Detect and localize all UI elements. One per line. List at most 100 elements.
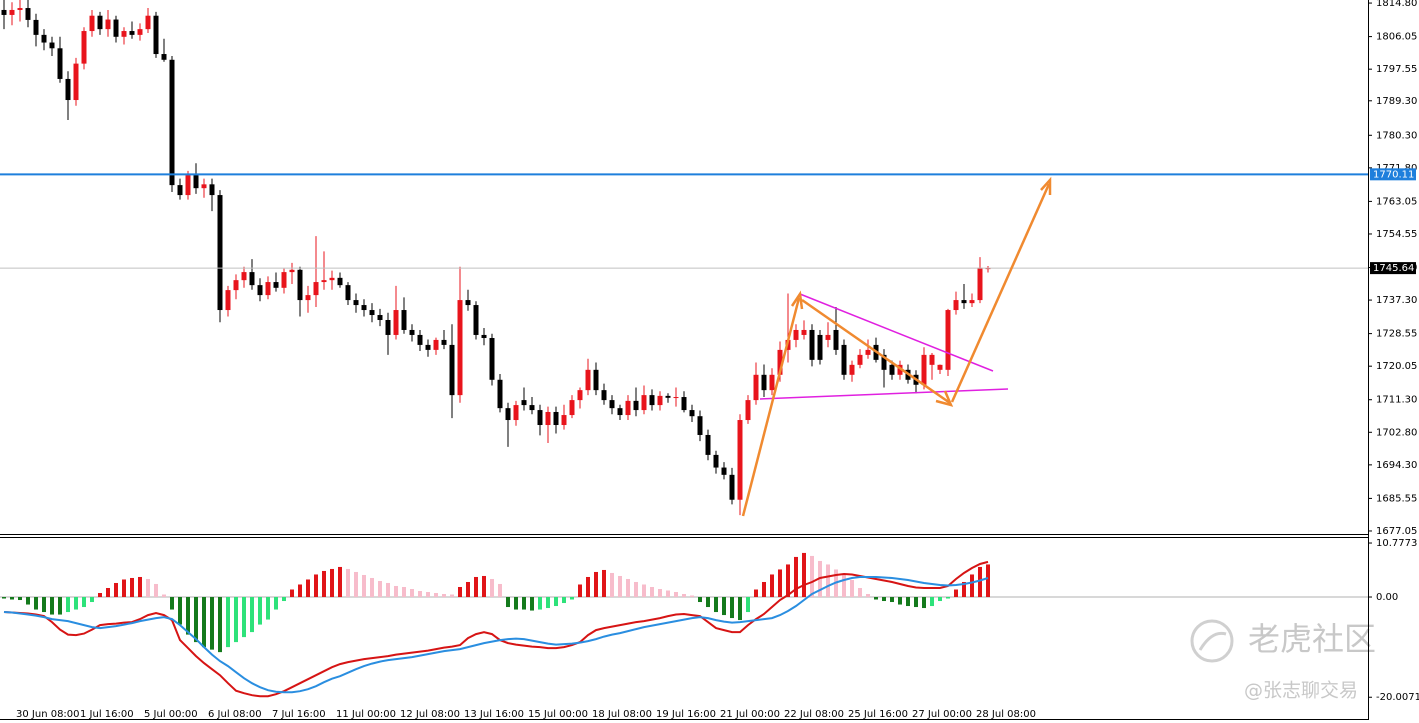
y-tick-label: 1720.05 (1376, 361, 1417, 372)
arrow-head (1040, 176, 1052, 195)
histogram-bar (266, 597, 270, 620)
y-tick-label: 1814.80 (1376, 0, 1417, 9)
histogram-bar (514, 597, 518, 610)
histogram-bar (274, 597, 278, 610)
y-tick-label: 10.7773 (1376, 538, 1417, 549)
histogram-bar (754, 589, 758, 598)
candle-body (465, 300, 471, 306)
y-tick-label: 1789.30 (1376, 96, 1417, 107)
candle-body (297, 269, 303, 301)
histogram-bar (202, 597, 206, 648)
histogram-bar (426, 592, 430, 598)
candle-body (233, 280, 239, 291)
candle-body (289, 269, 295, 273)
y-tick-label: 1780.30 (1376, 130, 1417, 141)
histogram-bar (386, 582, 390, 598)
candle-body (585, 369, 591, 391)
candle-body (497, 379, 503, 409)
x-tick-label: 28 Jul 08:00 (976, 709, 1036, 720)
arrow (950, 183, 1051, 403)
candle-body (809, 329, 815, 360)
watermark-logo (1190, 619, 1234, 663)
candle-body (745, 400, 751, 421)
candle-body (385, 320, 391, 335)
candle-body (817, 334, 823, 360)
histogram-bar (690, 595, 694, 598)
candle-body (721, 467, 727, 475)
candle-body (241, 272, 247, 281)
histogram-bar (2, 597, 6, 599)
histogram-bar (330, 568, 334, 598)
histogram-bar (114, 582, 118, 598)
candle-body (737, 420, 743, 500)
candle-body (769, 374, 775, 391)
arrow (801, 298, 951, 405)
watermark-brand: 老虎社区 (1248, 620, 1376, 658)
histogram-bar (626, 578, 630, 598)
histogram-bar (682, 594, 686, 598)
candle-body (153, 15, 159, 55)
histogram-bar (226, 597, 230, 648)
histogram-bar (170, 597, 174, 610)
histogram-bar (530, 597, 534, 611)
candle-body (185, 175, 191, 196)
x-tick-label: 27 Jul 00:00 (912, 709, 972, 720)
histogram-bar (458, 586, 462, 598)
histogram-bar (194, 597, 198, 643)
histogram-bar (146, 578, 150, 598)
candle-body (57, 48, 63, 79)
histogram-bar (578, 584, 582, 598)
x-tick-label: 15 Jul 00:00 (528, 709, 588, 720)
candle-body (361, 305, 367, 311)
histogram-bar (618, 575, 622, 598)
candle-body (137, 29, 143, 35)
x-tick-label: 19 Jul 16:00 (656, 709, 716, 720)
candle-body (49, 42, 55, 49)
histogram-bar (178, 597, 182, 625)
histogram-bar (498, 583, 502, 598)
candle-body (521, 400, 527, 406)
histogram-bar (42, 597, 46, 613)
y-tick-label: 1677.05 (1376, 526, 1417, 537)
candle-body (561, 415, 567, 426)
candle-body (713, 454, 719, 468)
x-tick-label: 1 Jul 16:00 (80, 709, 134, 720)
candle-body (377, 315, 383, 321)
histogram-bar (842, 573, 846, 598)
candle-body (953, 300, 959, 311)
histogram-bar (82, 597, 86, 608)
candle-body (193, 175, 199, 189)
level-label: 1745.64 (1373, 263, 1414, 274)
candle-body (529, 405, 535, 411)
frame (0, 0, 1369, 720)
histogram-bar (10, 597, 14, 600)
candle-body (201, 184, 207, 189)
candle-body (857, 354, 863, 365)
histogram-bar (346, 568, 350, 598)
histogram-bar (338, 566, 342, 598)
histogram-bar (714, 597, 718, 613)
arrows (741, 176, 1052, 517)
candle-body (257, 285, 263, 296)
plot-layer (0, 0, 1368, 698)
x-tick-label: 18 Jul 08:00 (592, 709, 652, 720)
histogram-bar (50, 597, 54, 615)
candle-body (249, 272, 255, 286)
histogram-bar (482, 575, 486, 598)
trendline (799, 293, 994, 372)
histogram-bar (602, 569, 606, 598)
y-tick-label: 1763.05 (1376, 196, 1417, 207)
histogram-bar (218, 597, 222, 653)
watermark-logo (1198, 631, 1227, 651)
arrow-head (935, 390, 954, 407)
candle-body (681, 397, 687, 411)
candle-body (9, 9, 15, 15)
histogram-bar (362, 574, 366, 598)
histogram-bar (314, 574, 318, 598)
candle-body (321, 280, 327, 283)
histogram-bar (154, 583, 158, 598)
candle-body (41, 34, 47, 43)
histogram-bar (58, 597, 62, 615)
x-tick-label: 13 Jul 16:00 (464, 709, 524, 720)
x-tick-label: 22 Jul 08:00 (784, 709, 844, 720)
